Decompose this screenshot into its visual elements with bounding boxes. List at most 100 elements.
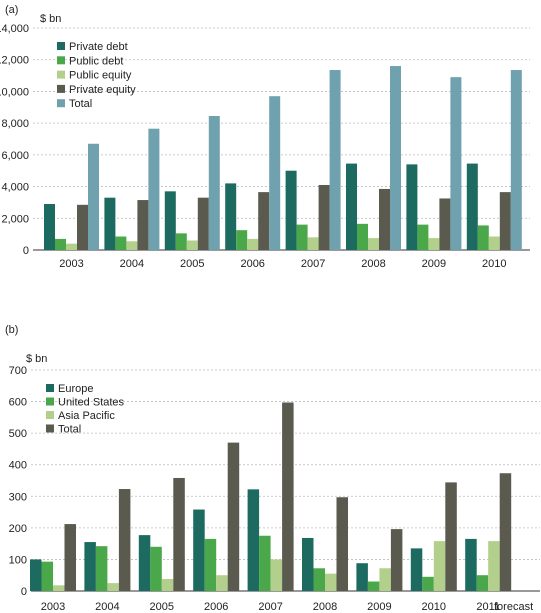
- panel-a-unit-label: $ bn: [40, 13, 61, 25]
- bar-asia-pacific-2009: [379, 568, 391, 591]
- bar-total-2010: [445, 482, 457, 591]
- legend-label: Public equity: [69, 70, 132, 82]
- legend-swatch: [46, 424, 54, 433]
- bar-united-states-2007: [259, 535, 271, 591]
- bar-europe-2009: [356, 563, 368, 591]
- bar-total-2005: [173, 477, 185, 591]
- x-tick-label: 2004: [95, 601, 119, 613]
- bar-private-debt-2008: [346, 163, 357, 250]
- y-tick-label: 14,000: [0, 23, 29, 35]
- bar-united-states-2009: [367, 581, 380, 591]
- bar-asia-pacific-2011: [488, 541, 500, 591]
- bar-europe-2005: [138, 535, 151, 591]
- legend-swatch: [57, 56, 65, 65]
- bar-asia-pacific-2007: [270, 559, 283, 591]
- bar-private-equity-2005: [197, 197, 209, 250]
- bar-private-debt-2005: [164, 191, 176, 250]
- y-tick-label: 6,000: [1, 150, 29, 162]
- bar-private-debt-2009: [406, 164, 418, 250]
- x-tick-label: 2009: [367, 601, 391, 613]
- panel-b-bars: [30, 402, 512, 591]
- bar-private-equity-2004: [137, 200, 149, 250]
- bar-public-debt-2003: [55, 238, 66, 250]
- bar-united-states-2003: [41, 561, 53, 591]
- bar-total-2004: [118, 489, 131, 591]
- bar-public-equity-2009: [428, 238, 440, 250]
- bar-europe-2003: [30, 559, 42, 591]
- bar-total-2009: [450, 77, 462, 251]
- bar-private-equity-2003: [77, 204, 88, 250]
- legend-label: Total: [69, 98, 92, 110]
- bar-asia-pacific-2005: [161, 579, 174, 591]
- bar-united-states-2006: [204, 538, 217, 591]
- bar-public-equity-2010: [488, 236, 500, 250]
- legend-swatch: [57, 99, 65, 108]
- y-tick-label: 4,000: [1, 182, 29, 194]
- bar-private-equity-2010: [499, 192, 511, 250]
- bar-total-2011: [499, 473, 512, 591]
- bar-total-2010: [510, 70, 522, 251]
- x-tick-label: 2007: [301, 258, 325, 270]
- x-tick-label: 2011: [476, 601, 500, 613]
- x-tick-label: 2008: [313, 601, 337, 613]
- y-tick-label: 400: [9, 460, 27, 472]
- legend-swatch: [57, 70, 65, 79]
- y-tick-label: 300: [9, 491, 27, 503]
- bar-united-states-2011: [476, 575, 489, 591]
- y-tick-label: 12,000: [0, 55, 29, 67]
- bar-total-2003: [88, 143, 99, 250]
- bar-public-equity-2003: [66, 243, 77, 250]
- panel-b-unit-label: $ bn: [26, 353, 47, 365]
- y-tick-label: 0: [23, 245, 29, 257]
- bar-private-equity-2007: [318, 184, 330, 250]
- bar-asia-pacific-2008: [325, 573, 337, 591]
- y-tick-label: 700: [9, 365, 27, 377]
- panel-b-x-tick-labels: 2003 2004 2005 2006 2007 2008 2009 2010 2011: [41, 601, 500, 613]
- x-tick-label: 2009: [422, 258, 446, 270]
- bar-total-2003: [64, 524, 76, 591]
- legend-swatch: [46, 384, 54, 392]
- bar-asia-pacific-2003: [53, 585, 65, 591]
- chart-panel-a: (a) $ bn 0 2,000 4,000 6,000 8,000 10,000 12,0…: [0, 4, 530, 270]
- bar-public-debt-2006: [236, 230, 248, 250]
- x-tick-label: 2006: [240, 258, 264, 270]
- x-tick-label: 2008: [361, 258, 385, 270]
- y-tick-label: 10,000: [0, 86, 29, 98]
- bar-total-2005: [208, 116, 220, 250]
- legend-swatch: [46, 397, 54, 406]
- bar-public-debt-2010: [477, 225, 489, 250]
- bar-public-debt-2009: [417, 224, 429, 250]
- panel-a-label: (a): [5, 4, 18, 16]
- panel-a-x-tick-labels: 2003 2004 2005 2006 2007 2008 2009 2010: [59, 258, 506, 270]
- bar-total-2008: [336, 497, 348, 591]
- bar-europe-2008: [302, 537, 314, 591]
- x-tick-label: 2003: [41, 601, 65, 613]
- bar-europe-2004: [84, 542, 96, 591]
- bar-europe-2007: [247, 489, 260, 591]
- bar-asia-pacific-2006: [216, 575, 228, 591]
- bar-private-debt-2004: [104, 197, 116, 250]
- panel-a-bars: [44, 66, 522, 251]
- bar-asia-pacific-2004: [107, 583, 119, 591]
- legend-swatch: [46, 411, 54, 419]
- bar-total-2007: [329, 70, 341, 251]
- bar-public-debt-2005: [175, 233, 187, 250]
- legend-label: Private equity: [69, 84, 136, 96]
- legend-swatch: [57, 42, 65, 50]
- bar-public-equity-2006: [247, 238, 259, 250]
- bar-private-debt-2003: [44, 204, 55, 250]
- bar-public-debt-2008: [357, 223, 368, 250]
- legend-label: Asia Pacific: [58, 410, 115, 422]
- bar-united-states-2004: [95, 546, 108, 591]
- x-tick-label: 2004: [120, 258, 144, 270]
- y-tick-label: 100: [9, 554, 27, 566]
- bar-europe-2011: [465, 538, 477, 591]
- x-tick-label: 2006: [204, 601, 228, 613]
- y-tick-label: 2,000: [1, 213, 29, 225]
- panel-a-legend: Private debt Public debt Public equity Priv…: [57, 41, 136, 110]
- chart-panel-b: (b) $ bn 0 100 200 300 400 500 600 700 2003 2004…: [5, 324, 540, 613]
- y-tick-label: 0: [21, 586, 27, 598]
- legend-label: Europe: [58, 383, 93, 395]
- bar-total-2008: [390, 66, 401, 250]
